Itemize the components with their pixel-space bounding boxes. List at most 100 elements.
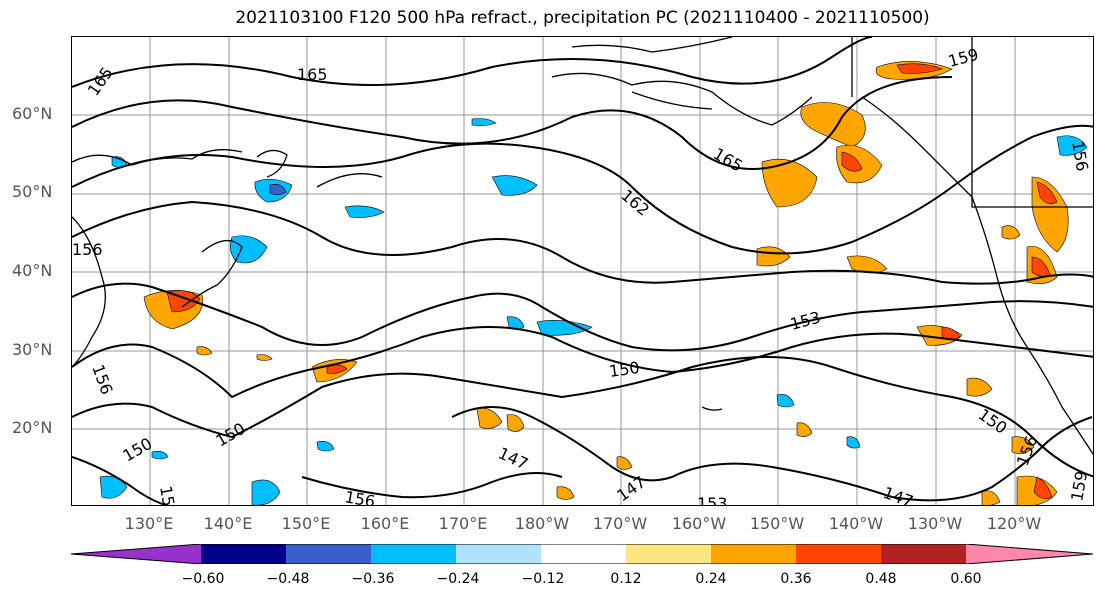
contour-label-156-b: 156 [343,487,376,506]
precip-area-25 [506,414,525,432]
precip-neg-area-14 [846,436,861,449]
contour-label-153-c: 153 [156,484,180,506]
lon-label-140e: 140°E [203,514,253,533]
precip-area-10 [1036,181,1058,204]
contour-line-147 [451,406,1093,502]
colorbar-tick-1: −0.60 [181,571,225,587]
precip-area-9 [1031,176,1069,253]
contour-line-156 [72,282,1093,352]
precip-neg-area-16 [151,450,169,460]
coastline-sakhalin [256,149,288,178]
coastline-alaska-south [551,72,813,126]
precip-area-2 [896,63,943,74]
colorbar-bin-8 [796,544,881,564]
graticule [72,37,1093,505]
precip-area-27 [556,486,575,500]
contour-line-165-south [72,76,953,170]
contour-label-150-b: 150 [213,419,249,451]
precip-neg-area-11 [99,475,128,499]
precip-area-16 [966,377,993,397]
coastline-asia-east [72,216,106,368]
contour-label-150-c: 150 [975,405,1011,438]
precip-area-5 [761,158,818,208]
contour-line-159 [72,200,1093,285]
colorbar-bin-6 [626,544,711,564]
lon-label-180w: 180°W [514,514,570,533]
contour-label-153-a: 153 [788,308,822,334]
coastline-alaska-north [571,37,733,53]
lat-label-40n: 40°N [12,261,53,280]
lon-label-130e: 130°E [124,514,174,533]
colorbar-bin-7 [711,544,796,564]
precip-area-3 [800,102,866,148]
refractivity-contours [72,37,1093,505]
lat-label-30n: 30°N [12,340,53,359]
lon-label-160e: 160°E [360,514,410,533]
contour-line-150 [72,356,1093,478]
coastline-north-america-west [861,96,1093,456]
coastline-aleutians [631,91,713,110]
colorbar-bin-3 [371,544,456,564]
contour-label-159-a: 159 [946,45,980,71]
precip-neg-area-7 [536,320,593,336]
lon-label-150w: 150°W [749,514,805,533]
contour-line-153 [72,326,1093,399]
precip-area-19 [1033,476,1053,499]
precip-area-26 [616,456,633,470]
precip-area-24 [476,408,503,429]
precip-area-7 [756,246,791,267]
contour-label-165-c: 165 [710,144,746,176]
colorbar-tick-6: 0.12 [610,571,642,587]
map-title: 2021103100 F120 500 hPa refract., precip… [235,8,930,28]
map-panel: 165 165 162 165 159 153 150 150 150 156 … [71,36,1094,506]
coastline-asia-north [72,149,243,166]
contour-label-153-b: 153 [697,494,728,506]
contour-line-165-north [72,37,873,88]
precip-negative-areas [99,118,1088,505]
border-canada-us [971,37,1093,208]
contour-label-165-b: 165 [297,65,328,84]
lon-label-170w: 170°W [592,514,648,533]
coastline-kurils [316,173,383,188]
lon-label-140w: 140°W [828,514,884,533]
contour-line-150-south [72,456,169,505]
contour-label-147-b: 147 [613,472,649,505]
contour-label-150-a: 150 [608,358,641,381]
colorbar-arrow-right [966,544,1093,564]
contour-line-162 [72,124,1093,255]
coastlines [72,37,1093,456]
coastline-hawaii [701,406,723,411]
precip-area-29 [981,490,1001,505]
colorbar-bin-5 [541,544,626,564]
lon-label-150e: 150°E [281,514,331,533]
colorbar-tick-9: 0.48 [865,571,897,587]
contour-label-165-a: 165 [84,63,117,99]
precip-neg-area-5 [344,205,385,218]
precip-area-13 [1001,225,1021,240]
coastline-japan [181,240,243,308]
colorbar [71,544,1094,564]
contour-label-159-b: 159 [1067,469,1091,502]
contour-label-162: 162 [617,186,653,220]
lon-label-120w: 120°W [986,514,1042,533]
map-svg: 165 165 162 165 159 153 150 150 150 156 … [72,37,1093,506]
colorbar-bin-4 [456,544,541,564]
precip-neg-area-15 [316,441,335,452]
colorbar-tick-7: 0.24 [695,571,727,587]
contour-label-156-a: 156 [88,362,116,397]
colorbar-outline [71,544,1094,564]
lon-label-130w: 130°W [907,514,963,533]
precip-neg-area-3 [230,235,268,264]
lat-label-50n: 50°N [12,182,53,201]
colorbar-tick-5: −0.12 [521,571,565,587]
precip-area-6 [841,151,863,172]
precip-neg-area-10 [251,479,281,505]
precip-area-31 [196,346,213,356]
lon-label-170e: 170°E [438,514,488,533]
colorbar-tick-3: −0.36 [351,571,395,587]
colorbar-arrow-left [71,544,201,564]
precip-neg-area-4 [491,175,538,196]
colorbar-bin-2 [286,544,371,564]
lat-label-20n: 20°N [12,418,53,437]
precip-neg-area-9 [1056,135,1088,156]
